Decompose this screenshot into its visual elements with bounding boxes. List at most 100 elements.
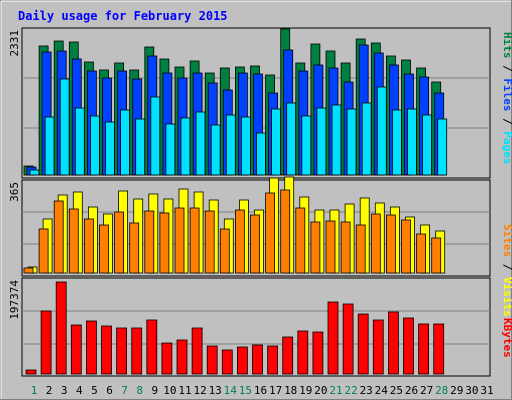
- bar-kbytes: [267, 345, 279, 375]
- bar-pages: [301, 115, 312, 176]
- panel-visits-scale: 365: [8, 182, 21, 202]
- x-tick-label: 30: [465, 384, 478, 397]
- bar-pages: [180, 117, 191, 176]
- legend-pages: Pages: [501, 131, 512, 164]
- x-tick-label: 21: [329, 384, 342, 397]
- bar-sites: [174, 207, 185, 274]
- x-tick-label: 27: [420, 384, 433, 397]
- bar-pages: [271, 108, 282, 176]
- bar-sites: [189, 207, 200, 274]
- bar-kbytes: [282, 336, 294, 375]
- bar-pages: [361, 102, 372, 176]
- x-tick-label: 26: [405, 384, 418, 397]
- legend-kbytes: KBytes: [501, 318, 512, 358]
- bar-sites: [401, 219, 411, 274]
- bar-sites: [416, 233, 427, 274]
- bar-kbytes: [387, 311, 399, 375]
- bar-kbytes: [40, 310, 52, 375]
- bar-pages: [407, 108, 417, 176]
- bar-pages: [240, 116, 251, 176]
- bar-kbytes: [101, 325, 112, 375]
- bar-kbytes: [161, 342, 173, 375]
- x-tick-label: 24: [375, 384, 389, 397]
- bar-pages: [90, 115, 100, 176]
- bar-pages: [120, 109, 130, 176]
- bar-kbytes: [221, 349, 233, 375]
- bar-sites: [265, 192, 276, 274]
- panel-kbytes-legend: KBytes: [501, 318, 512, 358]
- bar-sites: [234, 209, 245, 274]
- bar-pages: [316, 107, 327, 176]
- bar-sites: [219, 228, 230, 274]
- chart-title: Daily usage for February 2015: [18, 9, 228, 23]
- x-tick-label: 7: [121, 384, 128, 397]
- bar-sites: [370, 213, 381, 274]
- bar-kbytes: [116, 327, 127, 375]
- bar-kbytes: [131, 327, 143, 375]
- bar-sites: [340, 221, 351, 274]
- bar-sites: [204, 210, 215, 274]
- bar-kbytes: [146, 319, 158, 375]
- bar-sites: [431, 237, 442, 274]
- bar-pages: [59, 78, 70, 176]
- bar-sites: [129, 222, 140, 274]
- bar-sites: [310, 221, 321, 274]
- x-tick-label: 4: [76, 384, 83, 397]
- legend-sites: Sites: [501, 224, 512, 257]
- bar-kbytes: [206, 345, 218, 375]
- panel-visits-bars: [23, 176, 446, 274]
- x-tick-label: 13: [209, 384, 222, 397]
- bar-kbytes: [25, 369, 37, 375]
- bar-kbytes: [418, 323, 430, 375]
- x-tick-label: 12: [193, 384, 206, 397]
- panel-kbytes: 197374 KBytes: [8, 277, 512, 377]
- bar-pages: [256, 132, 266, 176]
- x-tick-label: 28: [435, 384, 448, 397]
- x-axis-labels: 1 2 3 4 5 6 7 8 9 10 11 12 13 14 15 16 17 18 19 20 21 22 23 24 2…: [31, 384, 494, 397]
- x-tick-label: 6: [106, 384, 113, 397]
- bar-sites: [159, 212, 170, 274]
- bar-kbytes: [433, 323, 445, 375]
- bar-kbytes: [176, 339, 188, 375]
- bar-pages: [376, 86, 387, 176]
- bar-pages: [195, 111, 206, 176]
- x-tick-label: 25: [390, 384, 403, 397]
- bar-sites: [99, 224, 109, 274]
- bar-sites: [144, 210, 155, 274]
- bar-sites: [114, 211, 124, 274]
- bar-sites: [38, 228, 49, 274]
- x-tick-label: 19: [299, 384, 312, 397]
- legend-hits: Hits: [501, 32, 512, 59]
- x-tick-label: 17: [269, 384, 282, 397]
- bar-kbytes: [372, 319, 384, 375]
- legend-visits: Visits: [501, 277, 512, 317]
- bar-kbytes: [86, 320, 97, 375]
- panel-requests: 2331 Hits / Files / Pages: [8, 27, 512, 179]
- panel-requests-scale: 2331: [8, 30, 21, 57]
- bar-sites: [84, 218, 94, 274]
- x-tick-label: 15: [239, 384, 252, 397]
- x-tick-label: 16: [254, 384, 267, 397]
- bar-pages: [422, 114, 433, 176]
- legend-separator: /: [501, 59, 512, 79]
- panel-requests-bars: [23, 28, 448, 176]
- bar-pages: [346, 108, 357, 176]
- bar-kbytes: [252, 344, 263, 375]
- bar-pages: [44, 116, 55, 176]
- bar-sites: [23, 267, 34, 274]
- bar-pages: [150, 96, 161, 176]
- bar-kbytes: [236, 346, 248, 375]
- panel-requests-legend: Hits / Files / Pages: [501, 32, 512, 165]
- x-tick-label: 3: [61, 384, 68, 397]
- bar-kbytes: [342, 303, 354, 375]
- legend-separator: /: [501, 257, 512, 277]
- bar-kbytes: [357, 313, 369, 375]
- bar-kbytes: [327, 301, 339, 375]
- bar-sites: [53, 200, 64, 274]
- panel-visits: 365 Sites / Visits: [8, 176, 512, 317]
- bar-pages: [210, 124, 221, 176]
- x-tick-label: 31: [480, 384, 493, 397]
- bar-pages: [29, 169, 40, 176]
- bar-pages: [331, 104, 342, 176]
